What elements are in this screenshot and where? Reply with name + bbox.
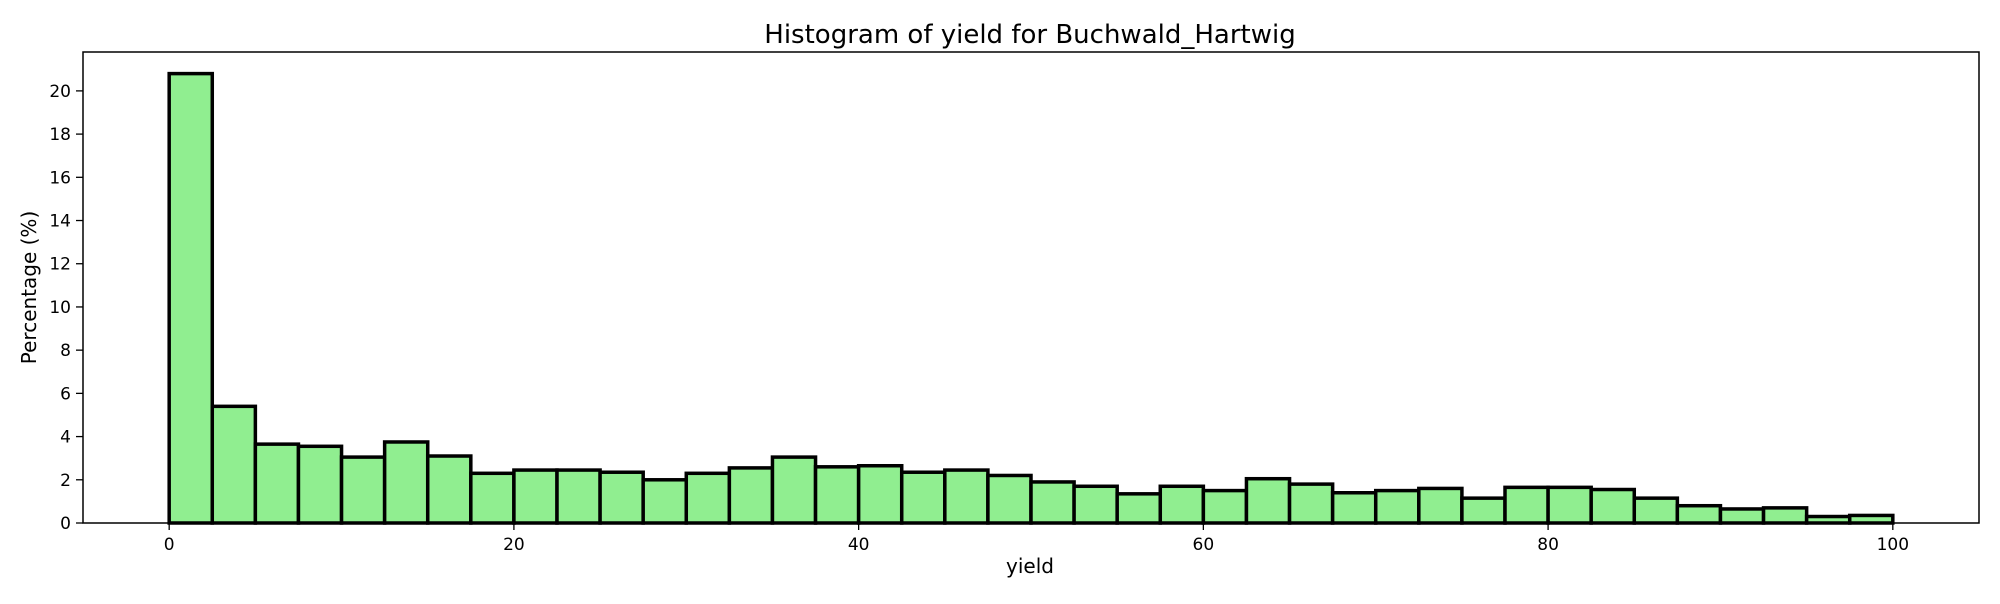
histogram-bar xyxy=(1546,485,1593,525)
histogram-bar xyxy=(1718,507,1766,525)
histogram-bar xyxy=(1287,482,1335,525)
y-axis-label: Percentage (%) xyxy=(17,211,41,364)
histogram-bar xyxy=(1158,484,1206,525)
histogram-bar xyxy=(1330,491,1378,525)
x-tick-label: 60 xyxy=(1193,535,1215,555)
histogram-bar xyxy=(1761,506,1809,525)
histogram-bar xyxy=(555,468,602,525)
histogram-bar xyxy=(1503,485,1550,525)
y-tick-label: 10 xyxy=(49,298,71,318)
histogram-bar xyxy=(1847,513,1895,525)
x-axis: 0 20 40 60 80 100 xyxy=(164,523,1909,555)
histogram-bar xyxy=(512,468,559,525)
histogram-bar xyxy=(469,471,516,525)
histogram-bar xyxy=(943,468,990,525)
x-tick-label: 20 xyxy=(503,535,525,555)
histogram-bar xyxy=(813,465,861,525)
x-tick-label: 0 xyxy=(164,535,175,555)
y-tick-label: 12 xyxy=(49,255,71,275)
histogram-bar xyxy=(684,471,732,525)
histogram-bar xyxy=(641,478,689,525)
histogram-bar xyxy=(1201,488,1249,525)
histogram-bar xyxy=(167,71,215,525)
y-tick-label: 18 xyxy=(49,125,71,145)
chart-title: Histogram of yield for Buchwald_Hartwig xyxy=(764,20,1295,50)
x-tick-label: 80 xyxy=(1537,535,1559,555)
histogram-bar xyxy=(210,404,258,525)
y-tick-label: 8 xyxy=(60,341,71,361)
histogram-bar xyxy=(598,470,645,525)
x-axis-label: yield xyxy=(1006,554,1054,578)
plot-frame xyxy=(82,51,1980,524)
histogram-bar xyxy=(1632,496,1680,525)
histogram-bar xyxy=(1589,487,1637,525)
histogram-bar xyxy=(1029,480,1076,525)
x-tick-label: 100 xyxy=(1877,535,1909,555)
histogram-bar xyxy=(1072,484,1119,525)
histogram-bar xyxy=(1675,503,1723,525)
y-tick-label: 2 xyxy=(60,471,71,491)
histogram-bar xyxy=(1460,496,1507,525)
histogram-bar xyxy=(856,463,904,525)
histogram-bar xyxy=(770,455,818,525)
histogram-bar xyxy=(425,454,473,525)
y-tick-label: 16 xyxy=(49,168,71,188)
y-tick-label: 20 xyxy=(49,82,71,102)
y-tick-label: 14 xyxy=(49,212,71,232)
y-tick-label: 0 xyxy=(60,514,71,534)
histogram-bar xyxy=(339,455,387,525)
histogram-bar xyxy=(1373,488,1421,525)
y-axis: 0 2 4 6 8 10 12 14 16 18 20 xyxy=(49,82,83,534)
x-tick-label: 40 xyxy=(848,535,870,555)
histogram-bar xyxy=(1244,476,1292,525)
y-tick-label: 6 xyxy=(60,384,71,404)
y-tick-label: 4 xyxy=(60,428,71,448)
histogram-bar xyxy=(1115,492,1163,525)
histogram-bars xyxy=(167,71,1895,525)
histogram-bar xyxy=(253,442,301,525)
histogram-bar xyxy=(382,440,430,525)
histogram-bar xyxy=(727,466,775,525)
histogram-bar xyxy=(296,444,344,525)
histogram-bar xyxy=(899,470,947,525)
histogram-bar xyxy=(986,473,1033,525)
histogram-bar xyxy=(1417,486,1464,525)
histogram-bar xyxy=(1804,514,1852,525)
